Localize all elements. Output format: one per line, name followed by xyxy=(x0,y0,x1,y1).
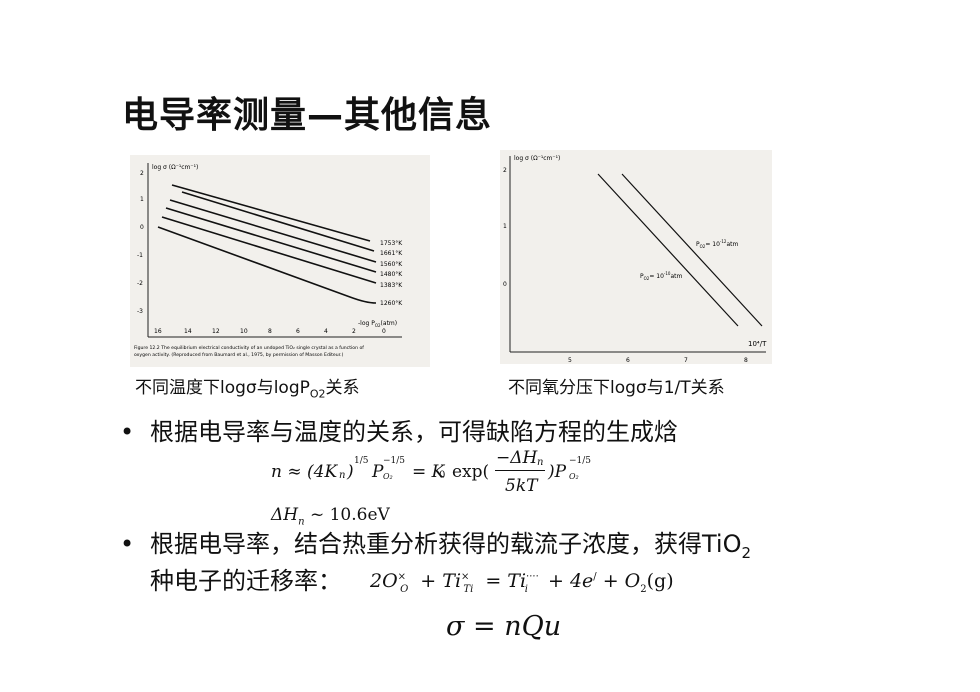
y-tick: 1 xyxy=(503,223,507,230)
curve-1480K xyxy=(165,207,377,273)
curve-1383K xyxy=(161,216,377,284)
y-tick: -1 xyxy=(137,252,143,259)
caption-right: 不同氧分压下logσ与1/T关系 xyxy=(508,378,725,398)
x-tick: 8 xyxy=(744,357,748,364)
bullet-2-line-1: 根据电导率，结合热重分析获得的载流子浓度，获得TiO2 xyxy=(150,530,752,562)
figure-left-svg: log σ (Ω⁻¹cm⁻¹) 2 1 0 -1 -2 -3 16 14 12 … xyxy=(134,163,403,358)
figure-left-axis-label: log σ (Ω⁻¹cm⁻¹) xyxy=(152,164,198,171)
x-tick: 16 xyxy=(154,328,162,335)
curve-label: 1753°K xyxy=(380,240,403,247)
curve-1661K xyxy=(181,191,375,252)
curve-1753K xyxy=(171,184,371,242)
x-tick: 14 xyxy=(184,328,192,335)
line-p10-10 xyxy=(621,173,763,327)
y-tick: -3 xyxy=(137,308,143,315)
line-label-p10: PO2= 10-10atm xyxy=(640,271,682,281)
curve-label: 1383°K xyxy=(380,282,403,289)
equation-defect-concentration: n ≈ (4K n ) 1/5 P O₂ −1/5 = K 0 exp( −ΔH… xyxy=(271,448,592,496)
curve-label: 1661°K xyxy=(380,250,403,257)
bullet-dot: • xyxy=(120,418,135,446)
curve-1560K xyxy=(169,199,377,263)
slide-title: 电导率测量—其他信息 xyxy=(122,95,493,136)
x-tick: 0 xyxy=(382,328,386,335)
y-tick: 2 xyxy=(503,167,507,174)
y-tick: 0 xyxy=(503,281,507,288)
equation-conductivity: σ = nQu xyxy=(446,611,562,642)
figure-right-axis-label: log σ (Ω⁻¹cm⁻¹) xyxy=(514,155,560,162)
line-p10-12 xyxy=(597,173,739,327)
curve-1260K xyxy=(157,226,377,304)
x-tick: 6 xyxy=(626,357,630,364)
line-label-p12: PO2= 10-12atm xyxy=(696,239,738,249)
x-tick: 10 xyxy=(240,328,248,335)
x-axis-label: 10⁴/T xyxy=(748,340,767,348)
equation-defect-reaction: 2O×O + Ti×Ti = Ti····i + 4e/ + O2(g) xyxy=(370,570,674,595)
figure-left-caption-2: oxygen activity. (Reproduced from Baumar… xyxy=(134,352,344,358)
bullet-dot: • xyxy=(120,530,135,558)
y-tick: -2 xyxy=(137,280,143,287)
figure-right-svg: log σ (Ω⁻¹cm⁻¹) 2 1 0 5 6 7 8 10⁴/T PO2=… xyxy=(503,155,767,364)
curve-label: 1560°K xyxy=(380,261,403,268)
x-tick: 7 xyxy=(684,357,688,364)
curve-label: 1260°K xyxy=(380,300,403,307)
x-tick: 4 xyxy=(324,328,328,335)
equation-formation-enthalpy: ΔHn ~ 10.6eV xyxy=(271,505,390,528)
y-tick: 2 xyxy=(140,170,144,177)
x-axis-label: -log PO2(atm) xyxy=(358,320,397,328)
caption-left: 不同温度下logσ与logPO2关系 xyxy=(135,378,360,401)
x-tick: 12 xyxy=(212,328,220,335)
x-tick: 8 xyxy=(268,328,272,335)
x-tick: 2 xyxy=(352,328,356,335)
bullet-2: • 根据电导率，结合热重分析获得的载流子浓度，获得TiO2 种电子的迁移率： xyxy=(120,530,870,595)
figure-conductivity-vs-temperature: log σ (Ω⁻¹cm⁻¹) 2 1 0 5 6 7 8 10⁴/T PO2=… xyxy=(500,150,772,364)
y-tick: 1 xyxy=(140,196,144,203)
bullet-2-line-2: 种电子的迁移率： xyxy=(150,566,342,595)
curve-label: 1480°K xyxy=(380,271,403,278)
bullet-1-text: 根据电导率与温度的关系，可得缺陷方程的生成焓 xyxy=(150,418,678,446)
figure-conductivity-vs-oxygen: log σ (Ω⁻¹cm⁻¹) 2 1 0 -1 -2 -3 16 14 12 … xyxy=(130,155,430,367)
y-tick: 0 xyxy=(140,224,144,231)
x-tick: 6 xyxy=(296,328,300,335)
bullet-1: • 根据电导率与温度的关系，可得缺陷方程的生成焓 xyxy=(120,418,678,446)
figure-left-caption-1: Figure 12.2 The equilibrium electrical c… xyxy=(134,345,364,351)
x-tick: 5 xyxy=(568,357,572,364)
